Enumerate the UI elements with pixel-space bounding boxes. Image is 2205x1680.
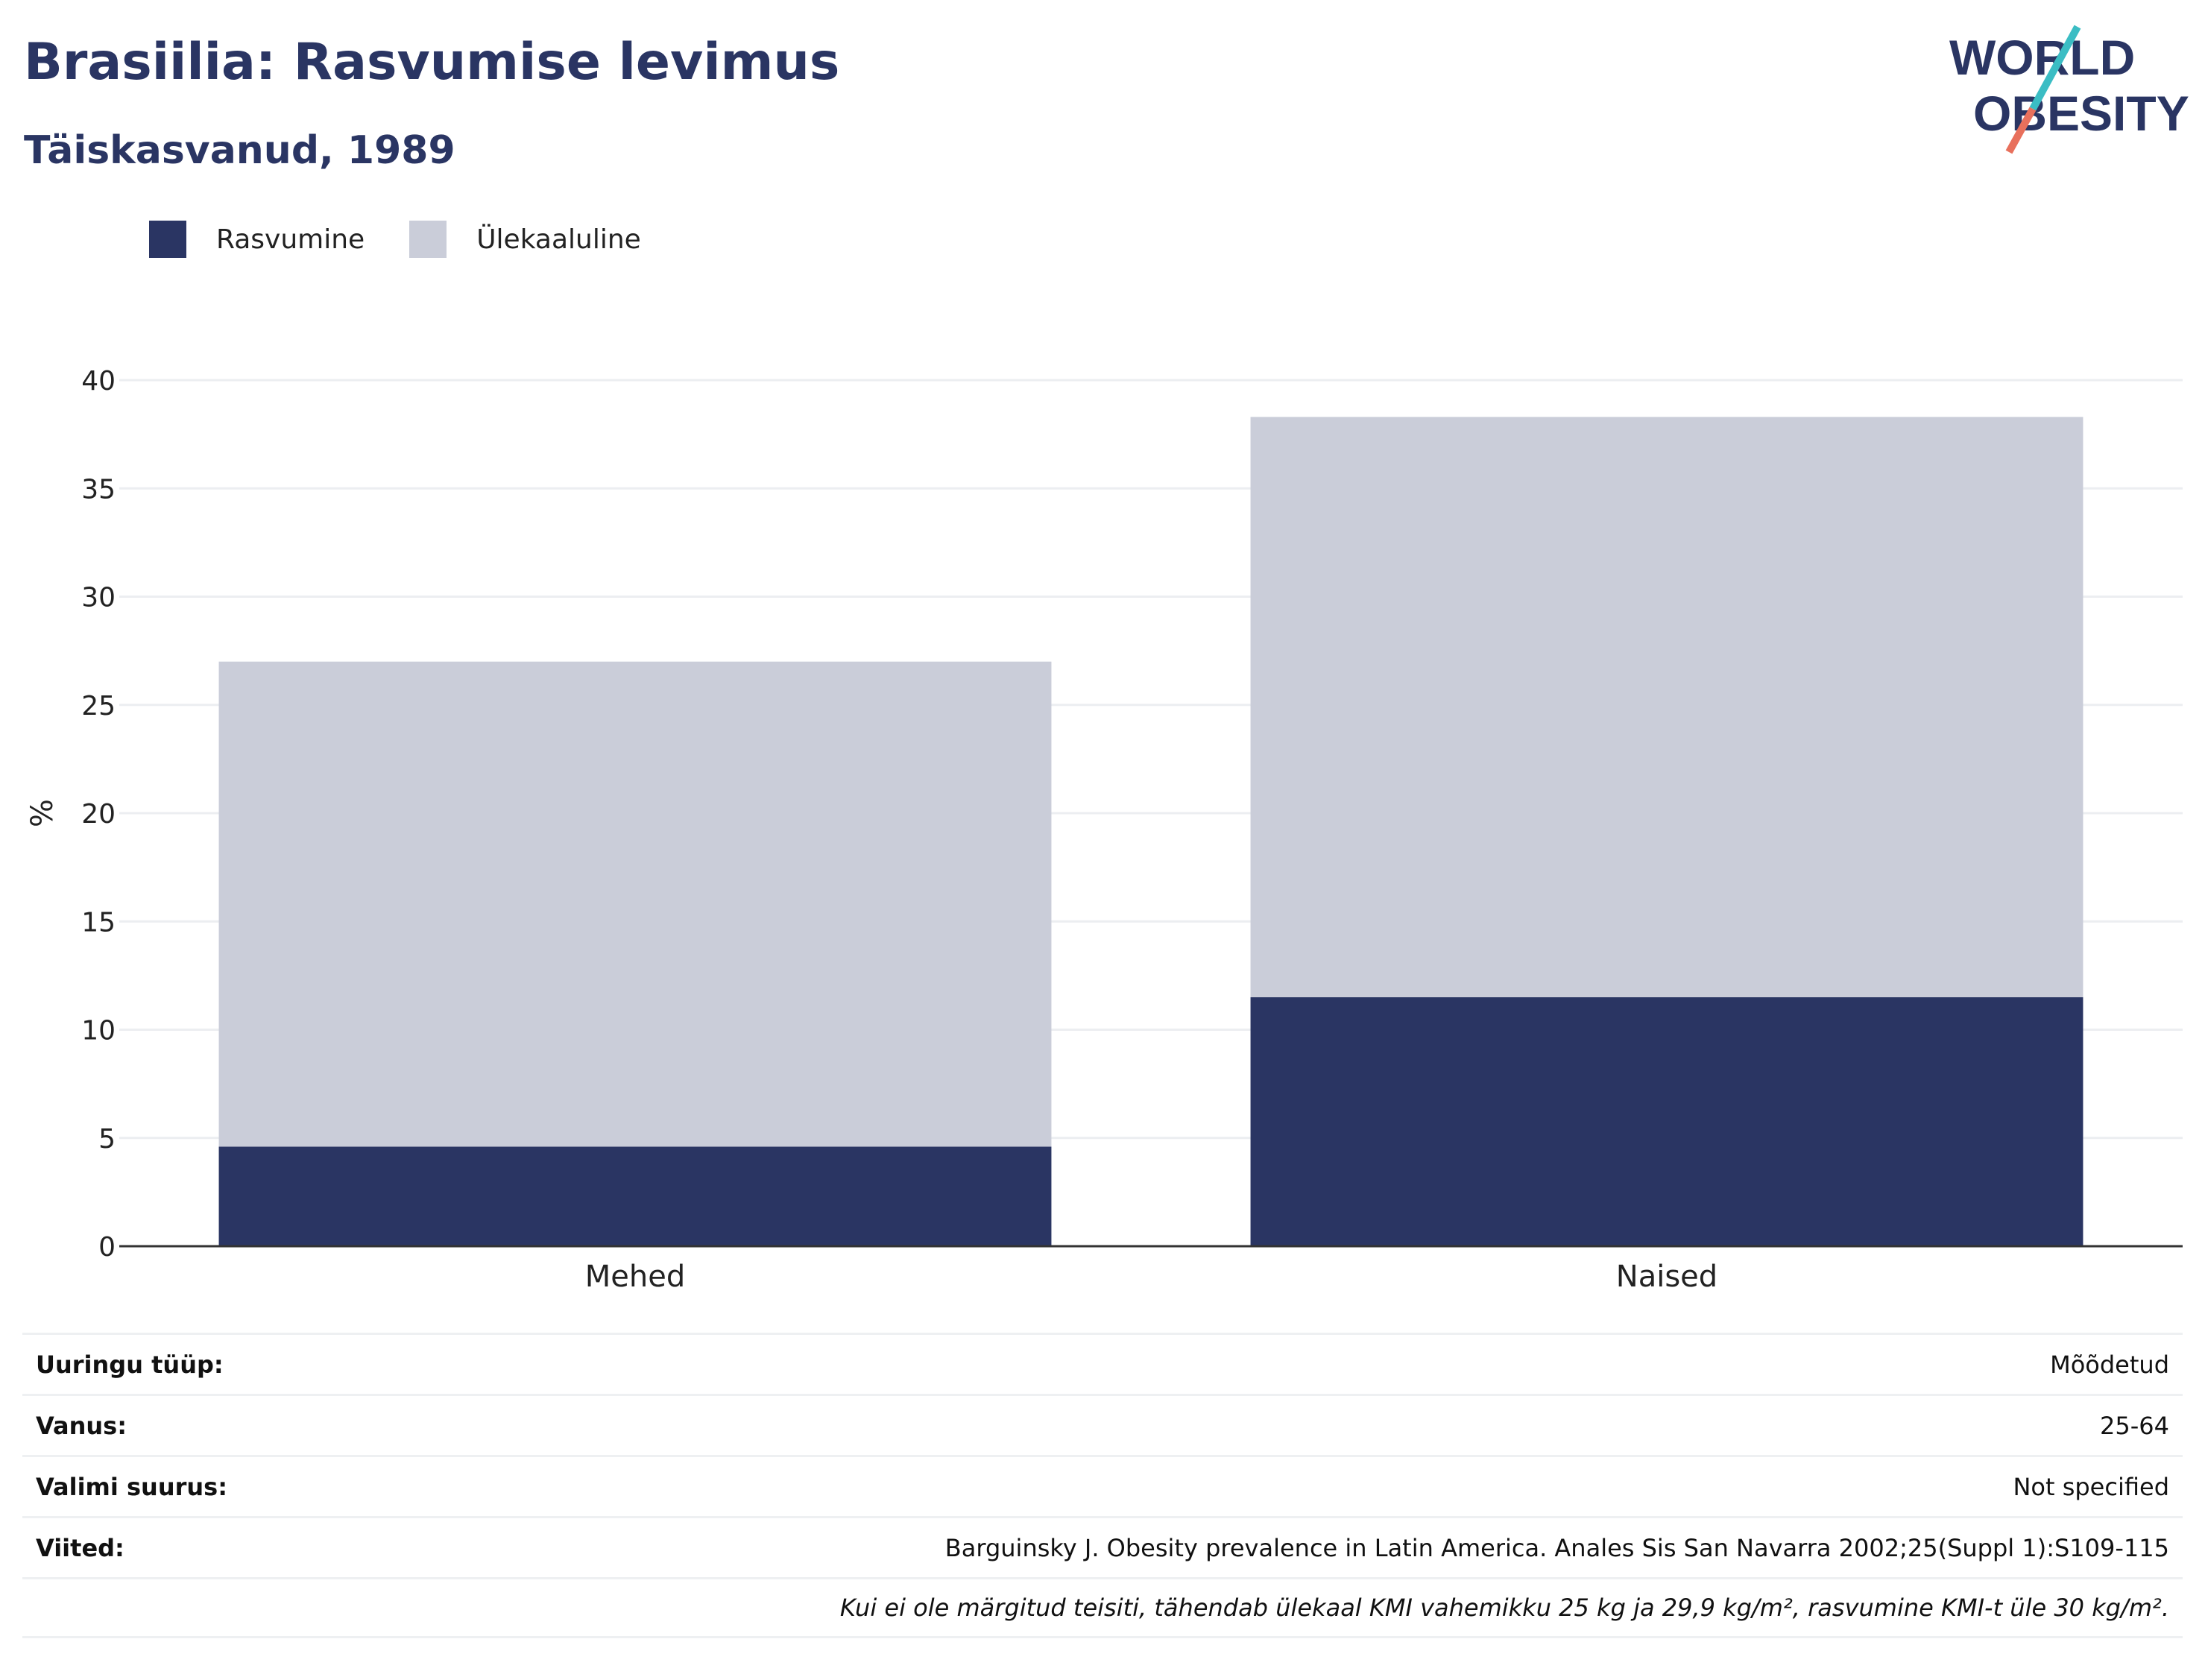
- chart-title: Brasiilia: Rasvumise levimus: [24, 33, 840, 92]
- info-row-age: Vanus: 25-64: [22, 1394, 2183, 1455]
- legend-item-overweight: Ülekaaluline: [409, 221, 641, 258]
- info-key: Uuringu tüüp:: [36, 1350, 224, 1379]
- x-tick-label: Mehed: [585, 1260, 685, 1294]
- info-value: 25-64: [2100, 1411, 2169, 1440]
- bar-obesity-naised: [1250, 997, 2083, 1246]
- y-tick-label: 10: [81, 1016, 116, 1046]
- logo-line1: WORLD: [1949, 30, 2135, 85]
- info-key: Valimi suurus:: [36, 1472, 228, 1501]
- y-tick-label: 25: [81, 691, 116, 721]
- bar-overweight-mehed: [218, 661, 1052, 1147]
- y-axis-label: %: [25, 799, 60, 827]
- legend-item-obesity: Rasvumine: [149, 221, 365, 258]
- y-tick-label: 5: [98, 1124, 116, 1155]
- info-row-sample-size: Valimi suurus: Not specified: [22, 1455, 2183, 1516]
- logo-slash-coral: [2005, 107, 2037, 154]
- bar-overweight-naised: [1250, 417, 2083, 997]
- info-value: Mõõdetud: [2050, 1350, 2169, 1379]
- legend: Rasvumine Ülekaaluline: [149, 221, 686, 258]
- logo-slash-teal: [2029, 25, 2081, 111]
- legend-swatch-obesity: [149, 221, 186, 258]
- legend-swatch-overweight: [409, 221, 447, 258]
- info-row-study-type: Uuringu tüüp: Mõõdetud: [22, 1333, 2183, 1394]
- legend-label-overweight: Ülekaaluline: [476, 224, 641, 255]
- definition-note: Kui ei ole märgitud teisiti, tähendab ül…: [839, 1594, 2169, 1622]
- info-value: Barguinsky J. Obesity prevalence in Lati…: [944, 1533, 2169, 1562]
- info-value: Not specified: [2013, 1472, 2169, 1501]
- bar-obesity-mehed: [218, 1146, 1052, 1246]
- y-tick-label: 40: [81, 366, 116, 397]
- y-tick-label: 15: [81, 907, 116, 938]
- info-row-references: Viited: Barguinsky J. Obesity prevalence…: [22, 1516, 2183, 1577]
- world-obesity-logo: WORLD OBESITY: [1949, 25, 2189, 154]
- y-tick-label: 20: [81, 799, 116, 830]
- legend-label-obesity: Rasvumine: [216, 224, 365, 255]
- y-tick-label: 30: [81, 583, 116, 613]
- y-tick-label: 35: [81, 474, 116, 505]
- x-tick-label: Naised: [1616, 1260, 1717, 1294]
- info-key: Viited:: [36, 1533, 124, 1562]
- chart-subtitle: Täiskasvanud, 1989: [24, 128, 455, 173]
- study-info-table: Uuringu tüüp: Mõõdetud Vanus: 25-64 Vali…: [22, 1333, 2183, 1638]
- info-row-note: Kui ei ole märgitud teisiti, tähendab ül…: [22, 1577, 2183, 1638]
- info-key: Vanus:: [36, 1411, 127, 1440]
- bar-chart: 0 5 10 15 20 25 30 35 40% Mehed Naised: [25, 366, 2183, 1294]
- logo-line2: OBESITY: [1973, 86, 2189, 141]
- y-tick-label: 0: [98, 1232, 116, 1263]
